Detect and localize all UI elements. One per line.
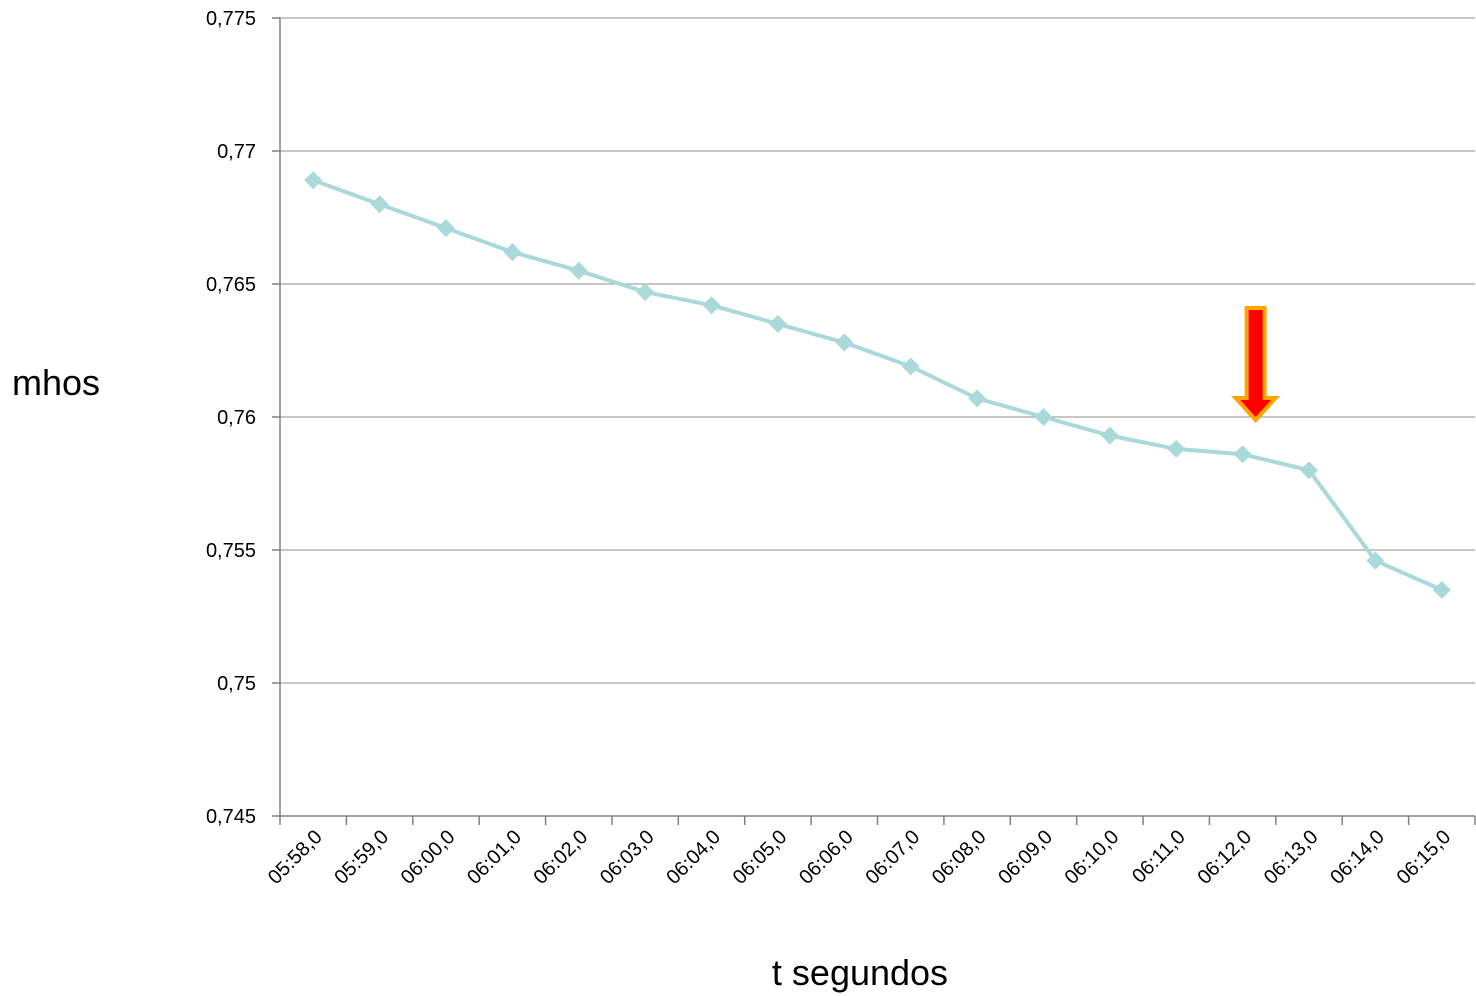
data-point: [1432, 580, 1451, 599]
x-tick-label: 06:03,0: [596, 826, 659, 889]
data-point: [569, 261, 588, 280]
data-point: [768, 314, 787, 333]
x-tick-label: 06:14,0: [1326, 826, 1389, 889]
x-tick-label: 06:13,0: [1260, 826, 1323, 889]
x-tick-label: 06:05,0: [729, 826, 792, 889]
data-point: [1233, 445, 1252, 464]
x-tick-label: 06:08,0: [928, 826, 991, 889]
down-arrow-annotation: [1231, 306, 1281, 423]
data-point: [304, 171, 323, 190]
x-tick-label: 06:00,0: [397, 826, 460, 889]
data-point: [436, 219, 455, 238]
x-tick-labels: 05:58,0 05:59,0 06:00,0 06:01,0 06:02,0 06:03…: [264, 826, 1455, 889]
data-point: [1034, 408, 1053, 426]
y-tick-label: 0,77: [217, 141, 256, 163]
data-point: [370, 195, 389, 214]
y-tick-labels: 0,745 0,75 0,755 0,76 0,765 0,77 0,775: [206, 8, 256, 828]
data-point: [1167, 439, 1186, 458]
series-markers: [304, 171, 1451, 599]
x-tick-label: 06:15,0: [1393, 826, 1456, 889]
data-point: [901, 357, 920, 376]
x-tick-label: 06:10,0: [1061, 826, 1124, 889]
series-line-path: [312, 178, 1443, 592]
y-tick-label: 0,745: [206, 806, 256, 828]
data-point: [503, 243, 522, 262]
data-point: [636, 282, 655, 301]
data-point: [702, 296, 721, 315]
x-tick-label: 06:12,0: [1193, 826, 1256, 889]
x-tick-label: 05:58,0: [264, 826, 327, 889]
axes: [272, 17, 1476, 825]
gridlines: [280, 17, 1475, 684]
y-tick-label: 0,765: [206, 274, 256, 296]
x-tick-label: 06:04,0: [662, 826, 725, 889]
x-tick-label: 06:09,0: [994, 826, 1057, 889]
data-point: [1300, 461, 1319, 480]
y-tick-label: 0,755: [206, 540, 256, 562]
x-tick-label: 06:01,0: [463, 826, 526, 889]
x-tick-label: 06:07,0: [861, 826, 924, 889]
x-tick-label: 06:06,0: [795, 826, 858, 889]
series-line: [312, 178, 1443, 592]
y-axis-title: mhos: [12, 362, 100, 403]
data-point: [835, 333, 854, 352]
data-point: [968, 389, 987, 408]
annotations: [1231, 306, 1281, 423]
x-tick-label: 05:59,0: [330, 826, 393, 889]
x-tick-label: 06:02,0: [530, 826, 593, 889]
data-point: [1100, 426, 1119, 445]
data-point: [1366, 551, 1385, 570]
y-tick-label: 0,75: [217, 673, 256, 695]
y-tick-label: 0,775: [206, 8, 256, 30]
x-tick-label: 06:11,0: [1128, 826, 1190, 888]
x-axis-title: t segundos: [772, 952, 948, 993]
y-tick-label: 0,76: [217, 407, 256, 429]
